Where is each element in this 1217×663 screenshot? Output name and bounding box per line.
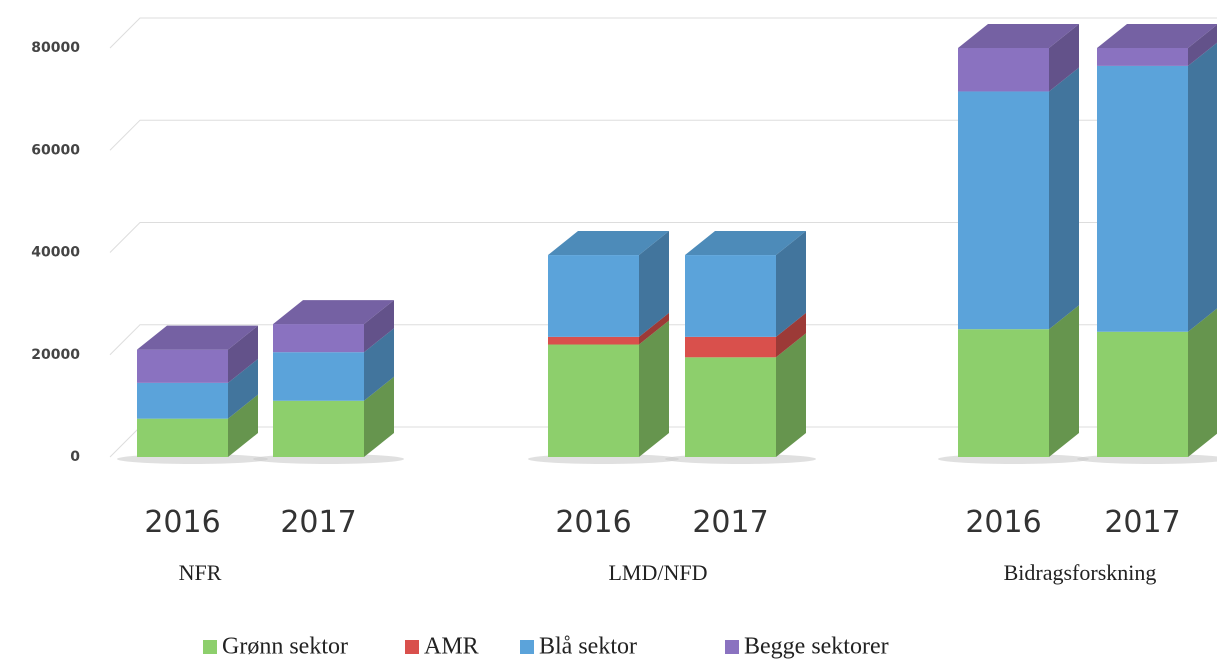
y-tick-label: 80000 <box>31 40 80 56</box>
grid-line <box>109 17 1217 49</box>
bar-side <box>228 358 258 419</box>
bar-segment <box>958 48 1049 92</box>
x-tick-label: 2016 <box>144 505 220 540</box>
bar-side <box>1188 24 1217 66</box>
bar-segment <box>548 255 639 337</box>
grid-line <box>109 119 1217 151</box>
bar-side <box>1049 67 1079 330</box>
x-tick-label: 2017 <box>280 505 356 540</box>
bar-side <box>776 333 806 457</box>
bar-segment <box>137 382 228 419</box>
bar-segment <box>548 336 639 345</box>
bar-top <box>273 300 394 325</box>
y-tick-label: 60000 <box>31 142 80 158</box>
bar-side <box>228 325 258 383</box>
x-tick-label: 2017 <box>1104 505 1180 540</box>
bar-segment <box>958 329 1049 457</box>
bar-side <box>1188 308 1217 457</box>
bar-segment <box>1097 65 1188 332</box>
legend-label: Grønn sektor <box>222 634 348 660</box>
legend-label: Blå sektor <box>539 634 637 660</box>
x-tick-label: 2017 <box>692 505 768 540</box>
bar-side <box>1049 24 1079 92</box>
y-tick-label: 40000 <box>31 245 80 261</box>
bar-top <box>1097 24 1217 48</box>
bar-segment <box>685 255 776 337</box>
legend-swatch <box>725 640 739 654</box>
group-label: NFR <box>179 560 222 585</box>
bar-segment <box>1097 48 1188 66</box>
bar-top <box>137 325 258 350</box>
bar-top <box>958 24 1079 48</box>
bar-segment <box>958 91 1049 330</box>
bar-side <box>776 312 806 358</box>
bar-side <box>639 312 669 345</box>
bar-side <box>639 231 669 337</box>
bar-segment <box>685 357 776 457</box>
legend-swatch <box>203 640 217 654</box>
group-label: Bidragsforskning <box>1004 560 1157 585</box>
bar-side <box>228 394 258 457</box>
bar-side <box>364 328 394 401</box>
bar-segment <box>273 400 364 457</box>
bar-side <box>1188 42 1217 332</box>
bar-segment <box>273 324 364 353</box>
bar-segment <box>273 352 364 401</box>
y-tick-label: 20000 <box>31 347 80 363</box>
bar-side <box>364 300 394 353</box>
bar-side <box>1049 305 1079 457</box>
grid-line <box>109 324 1217 356</box>
bar-segment <box>685 336 776 358</box>
legend-label: AMR <box>424 634 479 660</box>
group-label: LMD/NFD <box>608 560 707 585</box>
grid-line <box>109 222 1217 253</box>
x-tick-label: 2016 <box>555 505 631 540</box>
bar-side <box>639 320 669 457</box>
bar-segment <box>137 349 228 383</box>
y-tick-label: 0 <box>70 449 80 465</box>
bar-segment <box>1097 331 1188 457</box>
x-tick-label: 2016 <box>965 505 1041 540</box>
bar-segment <box>137 418 228 457</box>
bar-side <box>364 376 394 457</box>
bar-side <box>776 231 806 337</box>
legend-swatch <box>405 640 419 654</box>
legend-label: Begge sektorer <box>744 634 889 660</box>
bar-segment <box>548 344 639 457</box>
bar-top <box>548 231 669 256</box>
legend-swatch <box>520 640 534 654</box>
bar-top <box>685 231 806 256</box>
